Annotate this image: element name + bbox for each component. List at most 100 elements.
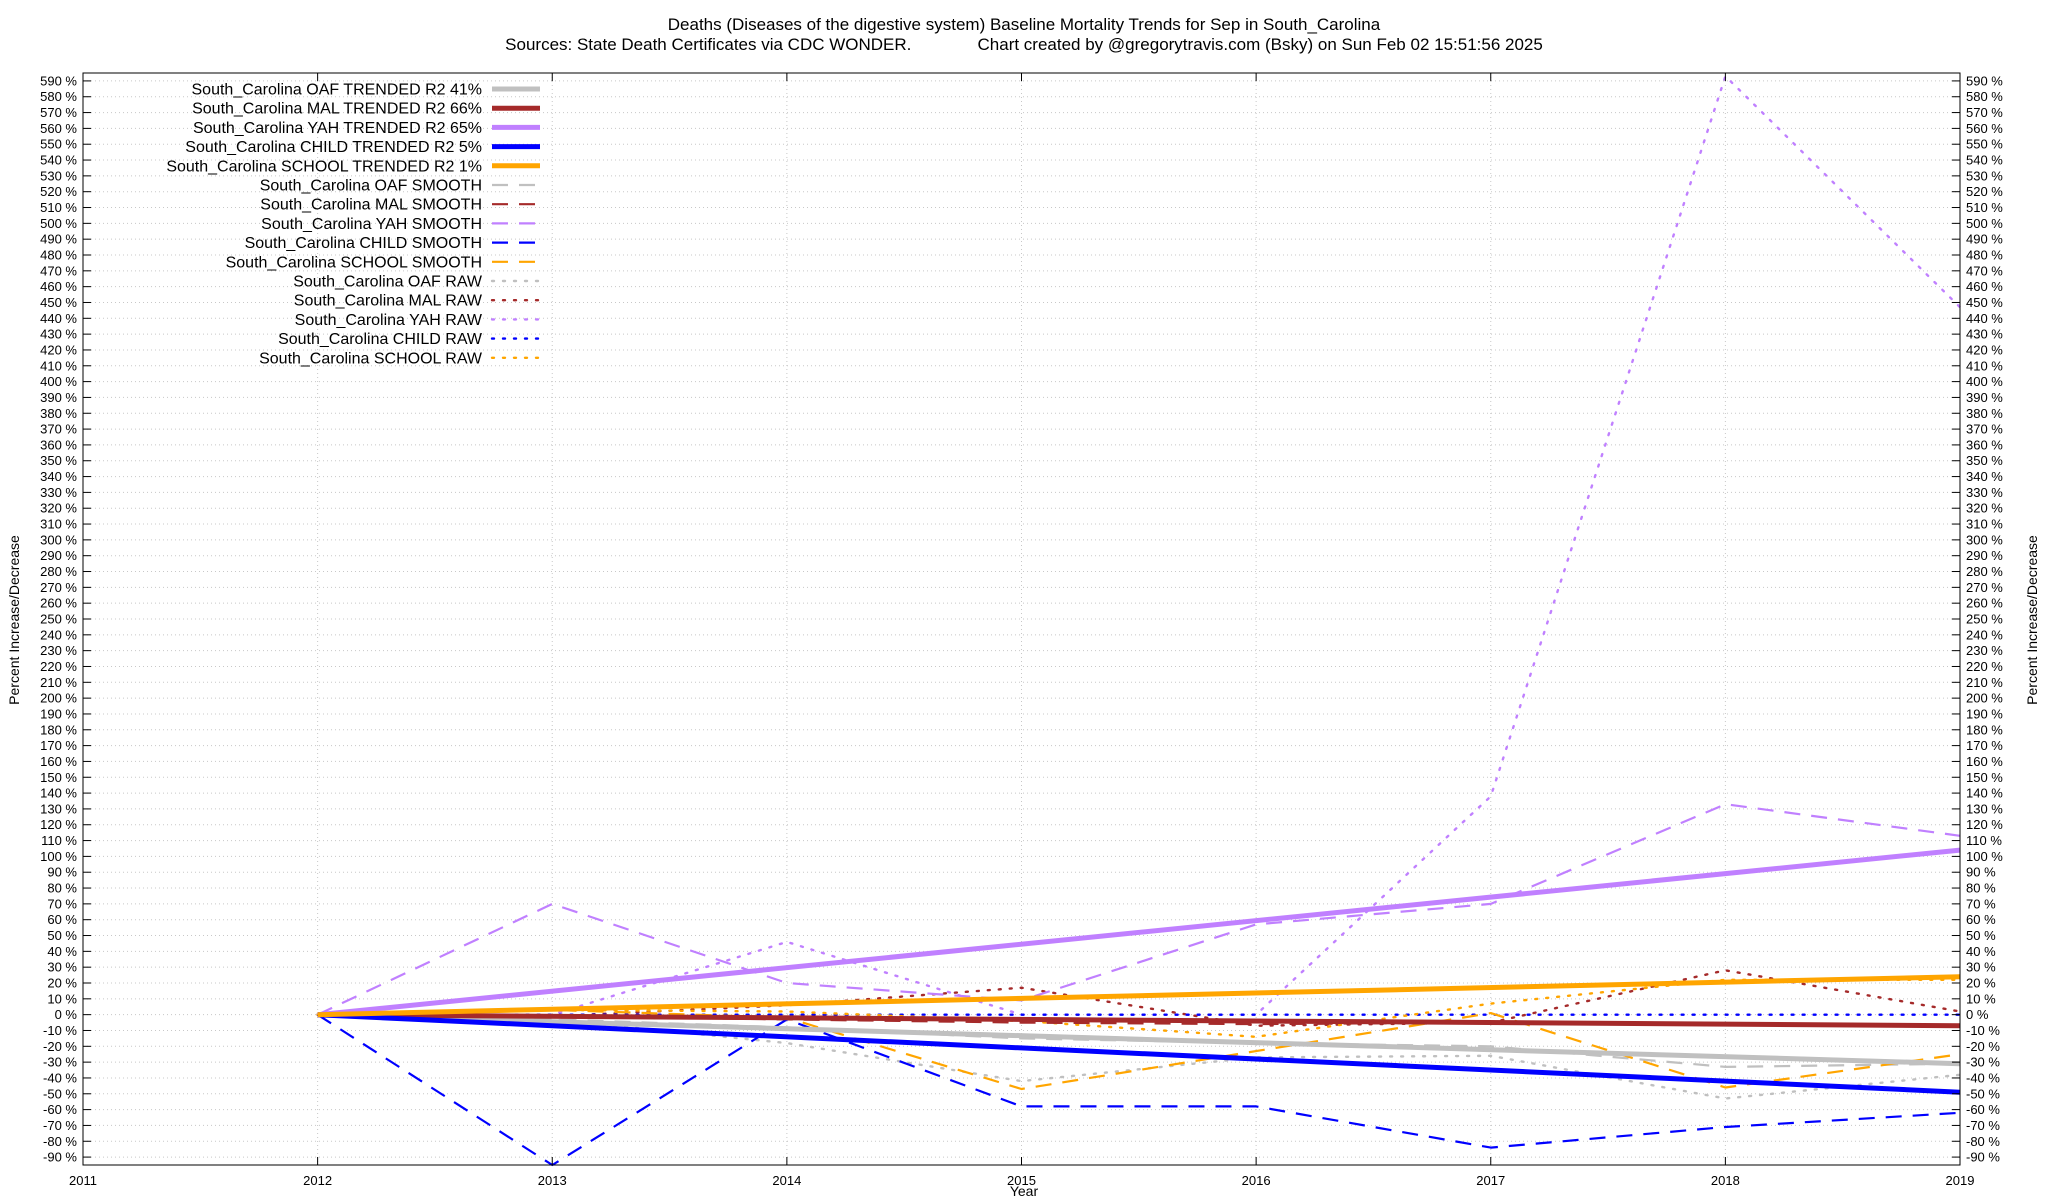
y-tick-label-right: 560 % [1966, 121, 2003, 136]
y-tick-label-left: 380 % [40, 406, 77, 421]
y-tick-label-right: 550 % [1966, 137, 2003, 152]
y-tick-label-left: 530 % [40, 168, 77, 183]
y-tick-label-left: 0 % [55, 1007, 78, 1022]
y-tick-label-right: -60 % [1966, 1102, 2000, 1117]
y-tick-label-right: 410 % [1966, 358, 2003, 373]
x-axis-label: Year [1010, 1183, 1039, 1199]
y-axis-label-right: Percent Increase/Decrease [2024, 535, 2040, 705]
x-tick-label: 2012 [303, 1173, 332, 1188]
y-tick-label-left: -20 % [43, 1039, 77, 1054]
x-tick-label: 2014 [772, 1173, 801, 1188]
y-tick-label-left: 450 % [40, 295, 77, 310]
y-tick-label-right: 380 % [1966, 406, 2003, 421]
y-tick-label-left: 360 % [40, 437, 77, 452]
y-tick-label-left: 430 % [40, 327, 77, 342]
y-tick-label-right: 390 % [1966, 390, 2003, 405]
y-tick-label-left: 280 % [40, 564, 77, 579]
y-tick-label-right: 350 % [1966, 453, 2003, 468]
y-tick-label-left: -80 % [43, 1134, 77, 1149]
y-tick-label-left: 230 % [40, 643, 77, 658]
y-tick-label-right: 310 % [1966, 517, 2003, 532]
y-tick-label-right: 170 % [1966, 738, 2003, 753]
y-tick-label-right: 290 % [1966, 548, 2003, 563]
chart-subtitle: Sources: State Death Certificates via CD… [505, 35, 1543, 54]
y-tick-label-right: 250 % [1966, 612, 2003, 627]
y-tick-label-left: 50 % [47, 928, 77, 943]
y-tick-label-right: 590 % [1966, 73, 2003, 88]
y-tick-label-left: 210 % [40, 675, 77, 690]
series-line-child-trended [317, 1012, 1961, 1095]
y-tick-label-right: 160 % [1966, 754, 2003, 769]
y-tick-label-left: 550 % [40, 137, 77, 152]
y-tick-label-right: -50 % [1966, 1086, 2000, 1101]
y-tick-label-left: -70 % [43, 1118, 77, 1133]
y-tick-label-right: 230 % [1966, 643, 2003, 658]
x-tick-label: 2011 [69, 1173, 97, 1188]
y-tick-label-right: 460 % [1966, 279, 2003, 294]
y-axis-label-left: Percent Increase/Decrease [6, 535, 22, 705]
y-tick-label-right: 470 % [1966, 263, 2003, 278]
y-tick-label-left: 200 % [40, 691, 77, 706]
y-tick-label-right: 110 % [1966, 833, 2002, 848]
legend-label: South_Carolina YAH RAW [295, 312, 483, 329]
y-tick-label-left: 240 % [40, 627, 77, 642]
y-tick-label-right: 440 % [1966, 311, 2003, 326]
y-tick-label-left: -40 % [43, 1070, 77, 1085]
y-tick-label-left: 160 % [40, 754, 77, 769]
y-tick-label-left: 40 % [47, 944, 77, 959]
y-tick-label-left: 460 % [40, 279, 77, 294]
y-tick-label-left: 70 % [47, 896, 77, 911]
y-tick-label-right: 210 % [1966, 675, 2003, 690]
legend-label: South_Carolina CHILD SMOOTH [245, 235, 482, 252]
y-tick-label-right: 430 % [1966, 327, 2003, 342]
y-tick-label-right: 330 % [1966, 485, 2003, 500]
legend-label: South_Carolina MAL RAW [294, 293, 483, 310]
y-tick-label-right: 70 % [1966, 896, 1996, 911]
y-tick-label-left: 260 % [40, 596, 77, 611]
y-tick-label-right: 220 % [1966, 659, 2003, 674]
y-tick-label-left: 180 % [40, 722, 77, 737]
legend-label: South_Carolina MAL TRENDED R2 66% [192, 101, 482, 118]
y-tick-label-left: 90 % [47, 865, 77, 880]
y-tick-label-right: 480 % [1966, 248, 2003, 263]
legend-label: South_Carolina CHILD TRENDED R2 5% [185, 139, 482, 156]
y-tick-label-right: -20 % [1966, 1039, 2000, 1054]
y-tick-label-right: 300 % [1966, 532, 2003, 547]
y-tick-label-left: 470 % [40, 263, 77, 278]
y-tick-label-left: -90 % [43, 1150, 77, 1165]
y-tick-label-right: 90 % [1966, 865, 1996, 880]
y-tick-label-right: 530 % [1966, 168, 2003, 183]
y-tick-label-left: 580 % [40, 89, 77, 104]
legend-label: South_Carolina CHILD RAW [278, 331, 483, 348]
y-tick-label-left: 170 % [40, 738, 77, 753]
y-tick-label-right: 180 % [1966, 722, 2003, 737]
y-tick-label-right: 580 % [1966, 89, 2003, 104]
y-tick-label-left: 250 % [40, 612, 77, 627]
y-tick-label-right: 370 % [1966, 422, 2003, 437]
series-line-school-smooth [317, 1008, 1961, 1091]
y-tick-label-left: 510 % [40, 200, 77, 215]
legend-label: South_Carolina YAH SMOOTH [261, 216, 482, 233]
y-tick-label-left: 110 % [41, 833, 77, 848]
y-tick-label-right: 80 % [1966, 881, 1996, 896]
y-tick-label-left: 350 % [40, 453, 77, 468]
y-tick-label-right: -30 % [1966, 1055, 2000, 1070]
y-tick-label-left: 300 % [40, 532, 77, 547]
y-tick-label-left: 520 % [40, 184, 77, 199]
y-tick-label-right: 540 % [1966, 153, 2003, 168]
y-tick-label-right: 190 % [1966, 706, 2003, 721]
series-line-oaf-trended [317, 1012, 1961, 1067]
y-tick-label-right: 570 % [1966, 105, 2003, 120]
y-tick-label-left: 60 % [47, 912, 77, 927]
y-tick-label-left: 130 % [40, 801, 77, 816]
grid-layer [82, 73, 1961, 1165]
y-tick-label-left: -30 % [43, 1055, 77, 1070]
y-tick-label-right: 510 % [1966, 200, 2003, 215]
y-tick-label-left: 390 % [40, 390, 77, 405]
series-line-mal-trended [317, 1012, 1961, 1029]
legend-label: South_Carolina SCHOOL RAW [259, 350, 483, 367]
y-tick-label-left: 420 % [40, 342, 77, 357]
series-layer [316, 74, 1962, 1167]
y-tick-label-right: 200 % [1966, 691, 2003, 706]
y-tick-label-right: 130 % [1966, 801, 2003, 816]
